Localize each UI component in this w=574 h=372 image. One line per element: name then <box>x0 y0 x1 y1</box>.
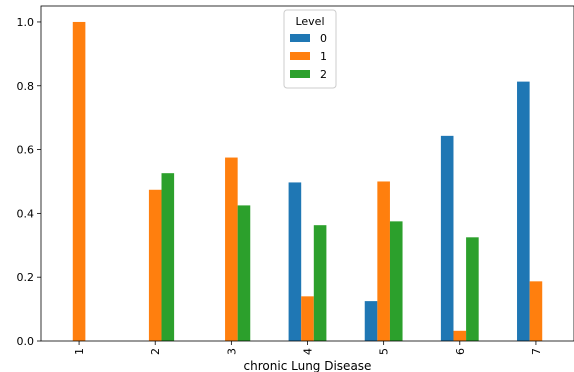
y-tick-label: 0.2 <box>17 271 35 284</box>
x-tick-label: 5 <box>378 348 391 355</box>
bar-level-2-cat-6 <box>466 237 479 341</box>
bar-level-1-cat-3 <box>225 157 238 341</box>
bar-level-1-cat-4 <box>301 296 314 341</box>
y-tick-label: 0.6 <box>17 144 35 157</box>
bar-level-0-cat-6 <box>440 135 454 341</box>
legend-swatch-1 <box>290 52 310 60</box>
bar-level-2-cat-4 <box>313 225 327 341</box>
legend-title: Level <box>295 15 324 28</box>
y-axis: 0.0 0.2 0.4 0.6 0.8 1.0 <box>17 16 41 348</box>
x-axis-label: chronic Lung Disease <box>244 359 372 372</box>
bars-group <box>72 21 543 341</box>
x-tick-label: 2 <box>149 348 162 355</box>
x-tick-label: 1 <box>73 348 86 355</box>
legend-label-1: 1 <box>320 50 327 63</box>
bar-level-0-cat-4 <box>288 182 302 341</box>
legend-swatch-2 <box>290 70 310 78</box>
bar-level-1-cat-6 <box>453 330 467 341</box>
x-tick-label: 3 <box>225 348 238 355</box>
bar-level-2-cat-2 <box>161 173 175 341</box>
bar-level-1-cat-7 <box>529 281 543 341</box>
plot-frame <box>40 5 574 342</box>
y-tick-label: 0.4 <box>17 207 35 220</box>
legend-label-0: 0 <box>320 32 327 45</box>
bar-level-0-cat-5 <box>364 301 378 341</box>
y-tick-label: 1.0 <box>17 16 35 29</box>
bar-level-2-cat-3 <box>237 205 251 341</box>
y-tick-label: 0.0 <box>17 335 35 348</box>
x-tick-label: 7 <box>530 348 543 355</box>
x-axis: 1 2 3 4 5 6 7 <box>73 341 543 355</box>
legend-label-2: 2 <box>320 68 327 81</box>
legend-swatch-0 <box>290 34 310 42</box>
bar-level-2-cat-5 <box>389 221 403 341</box>
bar-level-1-cat-1 <box>72 21 86 341</box>
y-tick-label: 0.8 <box>17 80 35 93</box>
x-tick-label: 6 <box>454 348 467 355</box>
bar-level-1-cat-2 <box>148 189 162 341</box>
legend-box <box>283 9 337 89</box>
bar-level-1-cat-5 <box>377 181 390 341</box>
x-tick-label: 4 <box>302 348 315 355</box>
legend: Level 0 1 2 <box>283 9 337 89</box>
bar-level-0-cat-7 <box>517 81 530 341</box>
